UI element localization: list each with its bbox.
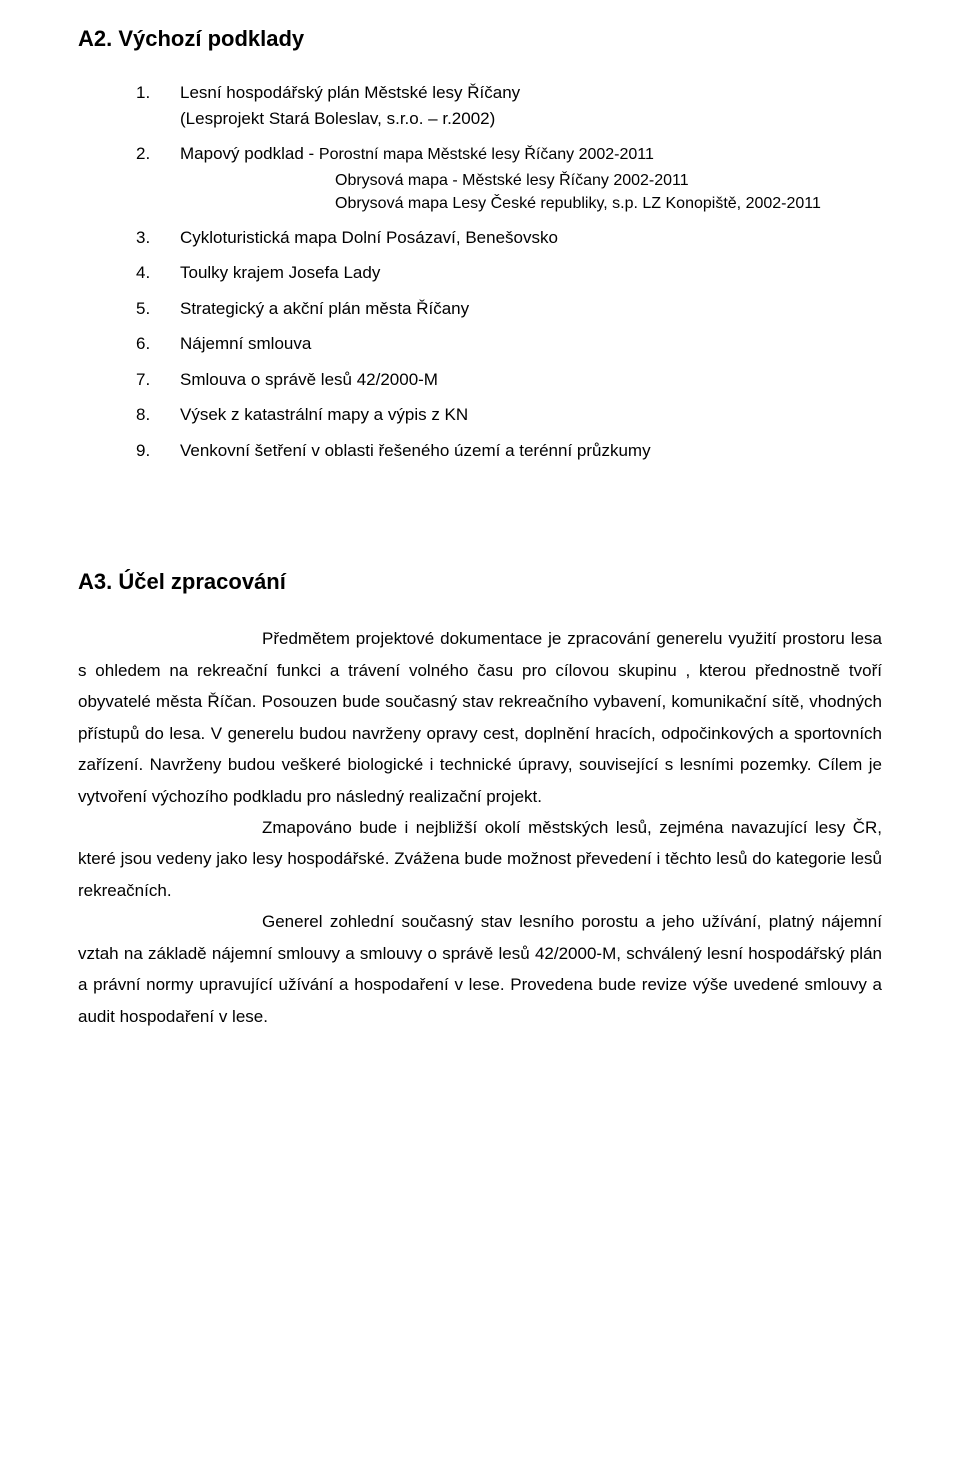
list-main: Strategický a akční plán města Říčany bbox=[180, 296, 882, 322]
list-main: Nájemní smlouva bbox=[180, 331, 882, 357]
list-subline: (Lesprojekt Stará Boleslav, s.r.o. – r.2… bbox=[180, 106, 882, 132]
list-num: 3. bbox=[136, 225, 180, 251]
list-item: 4. Toulky krajem Josefa Lady bbox=[136, 260, 882, 286]
paragraph: Předmětem projektové dokumentace je zpra… bbox=[78, 623, 882, 812]
list-main: Mapový podklad - Porostní mapa Městské l… bbox=[180, 141, 882, 167]
list-subline: Obrysová mapa - Městské lesy Říčany 2002… bbox=[335, 169, 882, 192]
list-num: 4. bbox=[136, 260, 180, 286]
list-item: 6. Nájemní smlouva bbox=[136, 331, 882, 357]
section-a3-heading: A3. Účel zpracování bbox=[78, 569, 882, 595]
list-subline: Obrysová mapa Lesy České republiky, s.p.… bbox=[335, 192, 882, 215]
list-num: 5. bbox=[136, 296, 180, 322]
list-main: Výsek z katastrální mapy a výpis z KN bbox=[180, 402, 882, 428]
list-item: 1. Lesní hospodářský plán Městské lesy Ř… bbox=[136, 80, 882, 131]
list-item: 8. Výsek z katastrální mapy a výpis z KN bbox=[136, 402, 882, 428]
list-num: 7. bbox=[136, 367, 180, 393]
list-num: 8. bbox=[136, 402, 180, 428]
list-main: Lesní hospodářský plán Městské lesy Říča… bbox=[180, 80, 882, 106]
paragraph-text: Zmapováno bude i nejbližší okolí městský… bbox=[78, 818, 882, 900]
list-body: Lesní hospodářský plán Městské lesy Říča… bbox=[180, 80, 882, 131]
list-main: Toulky krajem Josefa Lady bbox=[180, 260, 882, 286]
list-item: 5. Strategický a akční plán města Říčany bbox=[136, 296, 882, 322]
list-num: 1. bbox=[136, 80, 180, 106]
list-main: Cykloturistická mapa Dolní Posázaví, Ben… bbox=[180, 225, 882, 251]
paragraph: Zmapováno bude i nejbližší okolí městský… bbox=[78, 812, 882, 906]
list-item: 7. Smlouva o správě lesů 42/2000-M bbox=[136, 367, 882, 393]
paragraph: Generel zohlední současný stav lesního p… bbox=[78, 906, 882, 1032]
a3-body: Předmětem projektové dokumentace je zpra… bbox=[78, 623, 882, 1032]
paragraph-text: Generel zohlední současný stav lesního p… bbox=[78, 912, 882, 1025]
list-item: 2. Mapový podklad - Porostní mapa Městsk… bbox=[136, 141, 882, 215]
list-item: 3. Cykloturistická mapa Dolní Posázaví, … bbox=[136, 225, 882, 251]
list-item: 9. Venkovní šetření v oblasti řešeného ú… bbox=[136, 438, 882, 464]
list-sub-block: Obrysová mapa - Městské lesy Říčany 2002… bbox=[335, 169, 882, 215]
list-main: Smlouva o správě lesů 42/2000-M bbox=[180, 367, 882, 393]
list-main-prefix: Mapový podklad - bbox=[180, 144, 319, 163]
list-num: 6. bbox=[136, 331, 180, 357]
a2-list: 1. Lesní hospodářský plán Městské lesy Ř… bbox=[136, 80, 882, 463]
list-main: Venkovní šetření v oblasti řešeného územ… bbox=[180, 438, 882, 464]
list-num: 9. bbox=[136, 438, 180, 464]
list-body: Mapový podklad - Porostní mapa Městské l… bbox=[180, 141, 882, 215]
list-num: 2. bbox=[136, 141, 180, 167]
section-a2-heading: A2. Výchozí podklady bbox=[78, 26, 882, 52]
list-main-rest: Porostní mapa Městské lesy Říčany 2002-2… bbox=[319, 146, 654, 163]
paragraph-text: Předmětem projektové dokumentace je zpra… bbox=[78, 629, 882, 805]
